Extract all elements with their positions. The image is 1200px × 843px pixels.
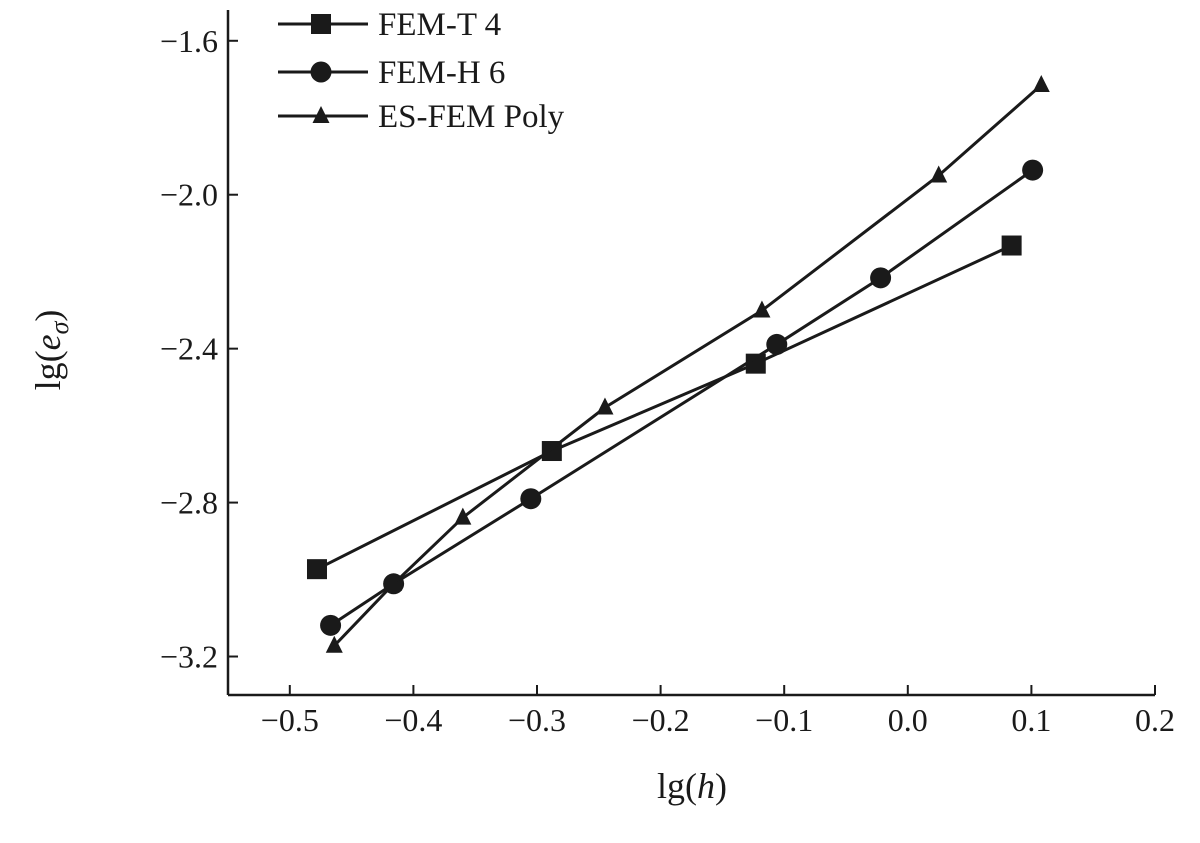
legend-item: ES-FEM Poly	[278, 99, 565, 135]
legend-marker	[310, 61, 332, 83]
data-point	[930, 165, 948, 183]
y-tick-label: −2.4	[160, 331, 218, 367]
series-1	[306, 235, 1022, 580]
x-tick-label: −0.5	[261, 702, 319, 738]
legend-item: FEM-T 4	[278, 7, 501, 43]
y-tick-label: −2.8	[160, 485, 218, 521]
x-tick-label: −0.1	[755, 702, 813, 738]
series-2	[320, 159, 1044, 636]
data-point	[520, 488, 542, 510]
x-axis-label-prefix: lg	[657, 766, 685, 806]
data-point	[454, 507, 472, 525]
data-point	[325, 635, 343, 653]
y-axis-label-var: e	[28, 334, 68, 350]
y-tick-label: −1.6	[160, 23, 218, 59]
x-axis-label-var: h	[697, 766, 715, 806]
legend-label: FEM-T 4	[378, 7, 501, 43]
data-point	[870, 267, 892, 289]
y-ticks: −3.2 −2.8 −2.4 −2.0 −1.6	[160, 23, 238, 675]
x-tick-label: 0.2	[1135, 702, 1175, 738]
data-point	[753, 300, 771, 318]
data-point	[306, 559, 327, 580]
legend: FEM-T 4 FEM-H 6 ES-FEM Poly	[278, 7, 565, 135]
series-line	[316, 244, 1013, 571]
y-axis-label-sub: σ	[45, 320, 74, 334]
x-tick-label: −0.2	[632, 702, 690, 738]
legend-label: ES-FEM Poly	[378, 99, 565, 135]
x-ticks: −0.5 −0.4 −0.3 −0.2 −0.1 0.0 0.1 0.2	[261, 685, 1175, 738]
data-point	[1022, 159, 1044, 181]
y-axis-label-prefix: lg	[28, 362, 68, 390]
x-axis-label: lg(h)	[657, 766, 727, 806]
data-point	[766, 333, 788, 355]
x-tick-label: −0.4	[384, 702, 442, 738]
series-line	[329, 168, 1034, 627]
y-axis-label: lg(eσ)	[28, 310, 74, 391]
y-tick-label: −2.0	[160, 177, 218, 213]
axes	[226, 10, 1155, 697]
series-layer	[306, 75, 1050, 653]
x-tick-label: 0.0	[888, 702, 928, 738]
x-tick-label: 0.1	[1011, 702, 1051, 738]
legend-item: FEM-H 6	[278, 55, 505, 91]
legend-marker	[312, 106, 330, 123]
y-tick-label: −3.2	[160, 639, 218, 675]
data-point	[1001, 235, 1022, 256]
data-point	[745, 353, 766, 374]
legend-label: FEM-H 6	[378, 55, 505, 91]
data-point	[596, 397, 614, 415]
legend-marker	[311, 14, 331, 34]
data-point	[320, 614, 342, 636]
data-point	[1032, 75, 1050, 93]
series-3	[325, 75, 1050, 653]
data-point	[385, 573, 403, 591]
x-tick-label: −0.3	[508, 702, 566, 738]
series-line	[333, 83, 1043, 647]
